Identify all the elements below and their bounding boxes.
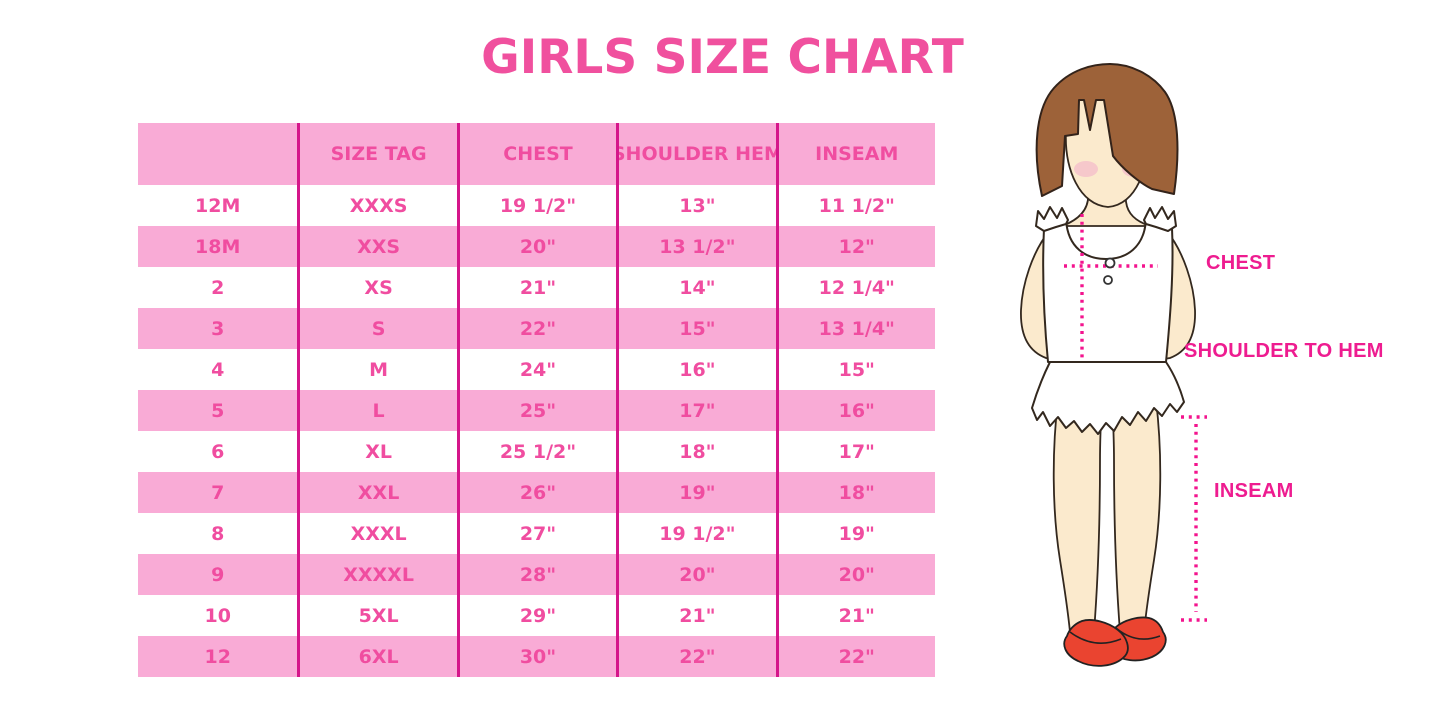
top-button-2 (1103, 275, 1113, 285)
cell-size: 18M (195, 235, 241, 258)
table-row: 12 6XL 30" 22" 22" (138, 636, 935, 677)
cell-size: 6 (211, 440, 225, 463)
header-cell-size-tag: SIZE TAG (297, 123, 456, 185)
cell-chest: 25" (456, 390, 616, 431)
girl-measurement-illustration (1020, 63, 1207, 667)
cell-inseam: 11 1/2" (775, 185, 935, 226)
right-leg (1111, 399, 1162, 633)
header-cell-shoulder-hem: SHOULDER HEM (616, 123, 776, 185)
cell-size: 2 (211, 276, 225, 299)
cell-inseam: 17" (775, 431, 935, 472)
cell-size-tag: XXXS (297, 185, 456, 226)
cell-shoulder-hem: 15" (616, 308, 775, 349)
table-row: 18M XXS 20" 13 1/2" 12" (138, 226, 935, 267)
cell-size-tag: 6XL (297, 636, 456, 677)
table-row: 6 XL 25 1/2" 18" 17" (138, 431, 935, 472)
cell-size-tag: XXXL (297, 513, 456, 554)
cell-size: 8 (211, 522, 225, 545)
cell-shoulder-hem: 19 1/2" (616, 513, 775, 554)
cell-shoulder-hem: 19" (616, 472, 775, 513)
hair (1035, 63, 1179, 197)
table-row: 5 L 25" 17" 16" (138, 390, 935, 431)
header-cell-size (138, 123, 297, 185)
shoulder-to-hem-label: SHOULDER TO HEM (1184, 340, 1384, 362)
cell-size-tag: M (297, 349, 456, 390)
cell-size-tag: XS (297, 267, 456, 308)
table-header-row: SIZE TAG CHEST SHOULDER HEM INSEAM (138, 123, 935, 185)
cell-chest: 20" (456, 226, 616, 267)
skirt (1031, 361, 1185, 435)
cell-size: 9 (211, 563, 225, 586)
cell-size-tag: XXL (297, 472, 456, 513)
cell-size: 12 (204, 645, 231, 668)
cell-inseam: 15" (775, 349, 935, 390)
cell-chest: 29" (456, 595, 616, 636)
left-shoe-strap (1069, 631, 1122, 644)
cell-inseam: 22" (775, 636, 935, 677)
cell-shoulder-hem: 16" (616, 349, 775, 390)
cell-inseam: 16" (775, 390, 935, 431)
cell-chest: 24" (456, 349, 616, 390)
cell-shoulder-hem: 21" (616, 595, 775, 636)
cell-chest: 30" (456, 636, 616, 677)
cell-chest: 21" (456, 267, 616, 308)
cell-chest: 27" (456, 513, 616, 554)
table-row: 9 XXXXL 28" 20" 20" (138, 554, 935, 595)
table-row: 2 XS 21" 14" 12 1/4" (138, 267, 935, 308)
cell-size-tag: L (297, 390, 456, 431)
table-row: 7 XXL 26" 19" 18" (138, 472, 935, 513)
cell-inseam: 21" (775, 595, 935, 636)
inseam-label: INSEAM (1214, 480, 1294, 502)
size-chart-table: SIZE TAG CHEST SHOULDER HEM INSEAM 12M X… (138, 123, 935, 677)
cell-shoulder-hem: 20" (616, 554, 775, 595)
cell-size-tag: 5XL (297, 595, 456, 636)
page-title: GIRLS SIZE CHART (481, 30, 964, 85)
cell-shoulder-hem: 22" (616, 636, 775, 677)
cell-size-tag: XL (297, 431, 456, 472)
cell-inseam: 13 1/4" (775, 308, 935, 349)
cell-chest: 28" (456, 554, 616, 595)
cell-size-tag: XXXXL (297, 554, 456, 595)
cell-inseam: 12" (775, 226, 935, 267)
header-cell-inseam: INSEAM (775, 123, 935, 185)
cell-shoulder-hem: 13" (616, 185, 775, 226)
cell-chest: 26" (456, 472, 616, 513)
right-shoulder-ruffle (1143, 206, 1177, 232)
left-leg (1052, 399, 1103, 633)
chest-label: CHEST (1206, 252, 1276, 274)
cell-size-tag: XXS (297, 226, 456, 267)
cell-inseam: 19" (775, 513, 935, 554)
left-cheek-blush (1074, 161, 1098, 177)
cell-inseam: 12 1/4" (775, 267, 935, 308)
table-body: 12M XXXS 19 1/2" 13" 11 1/2" 18M XXS 20"… (138, 185, 935, 677)
table-row: 4 M 24" 16" 15" (138, 349, 935, 390)
cell-shoulder-hem: 13 1/2" (616, 226, 775, 267)
table-row: 10 5XL 29" 21" 21" (138, 595, 935, 636)
top-bodice (1042, 219, 1174, 363)
cell-shoulder-hem: 17" (616, 390, 775, 431)
cell-inseam: 20" (775, 554, 935, 595)
header-cell-chest: CHEST (456, 123, 616, 185)
left-shoulder-ruffle (1035, 206, 1069, 232)
top-button-1 (1104, 257, 1116, 269)
cell-size: 7 (211, 481, 225, 504)
cell-chest: 22" (456, 308, 616, 349)
cell-chest: 25 1/2" (456, 431, 616, 472)
cell-size: 5 (211, 399, 225, 422)
cell-inseam: 18" (775, 472, 935, 513)
cell-size: 3 (211, 317, 225, 340)
table-row: 3 S 22" 15" 13 1/4" (138, 308, 935, 349)
cell-size-tag: S (297, 308, 456, 349)
table-row: 8 XXXL 27" 19 1/2" 19" (138, 513, 935, 554)
cell-size: 4 (211, 358, 225, 381)
cell-size: 12M (195, 194, 241, 217)
cell-size: 10 (204, 604, 231, 627)
cell-chest: 19 1/2" (456, 185, 616, 226)
table-row: 12M XXXS 19 1/2" 13" 11 1/2" (138, 185, 935, 226)
cell-shoulder-hem: 18" (616, 431, 775, 472)
cell-shoulder-hem: 14" (616, 267, 775, 308)
